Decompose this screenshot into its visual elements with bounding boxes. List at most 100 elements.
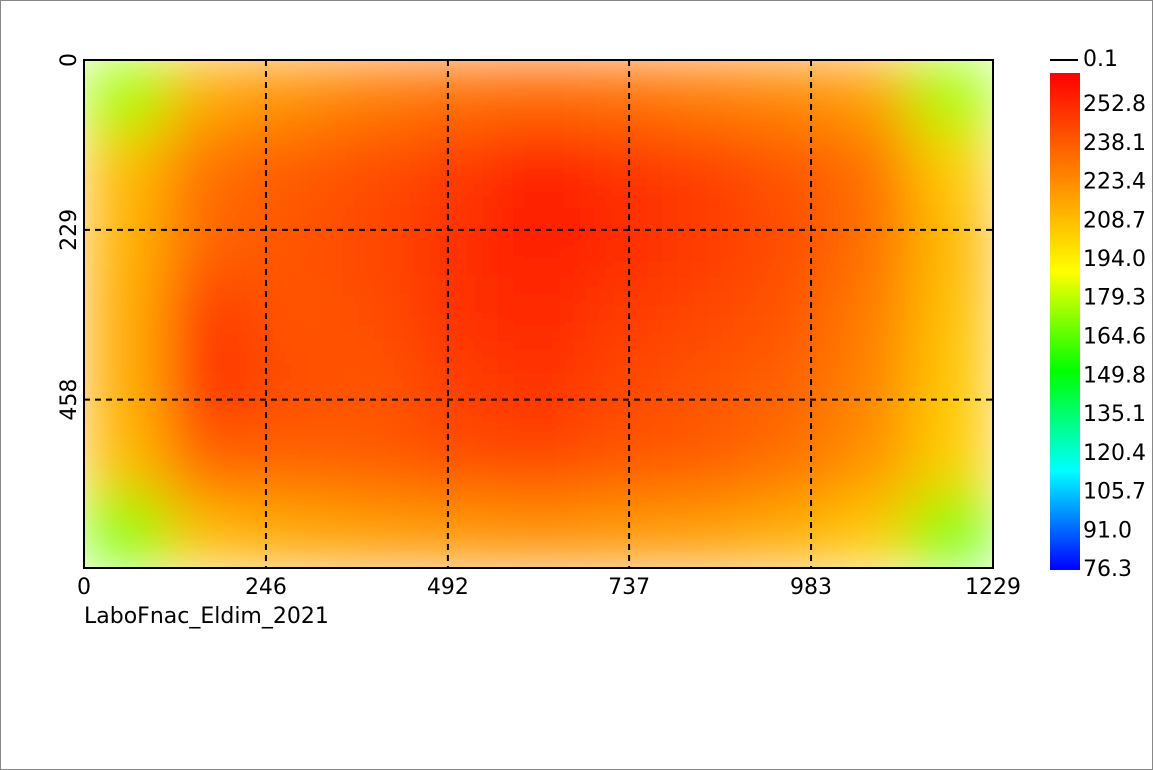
heat-cell	[910, 422, 993, 496]
heat-cell	[745, 495, 829, 568]
heat-cell	[662, 132, 746, 206]
heat-cell	[745, 132, 829, 206]
heat-cell	[331, 495, 416, 568]
colorbar-label: 238.1	[1083, 131, 1146, 156]
colorbar-label: 76.3	[1083, 557, 1132, 582]
heat-cell	[745, 60, 829, 134]
heat-cell	[166, 350, 250, 424]
heat-cell	[497, 350, 581, 424]
plot-frame	[83, 59, 994, 569]
heat-cell	[249, 60, 333, 134]
heat-cell	[414, 132, 498, 206]
heat-cell	[662, 205, 746, 279]
heat-cell	[331, 277, 416, 351]
heat-cell	[579, 422, 663, 496]
heat-cell	[827, 60, 911, 134]
x-tick-label: 1229	[965, 575, 1021, 600]
heat-cell	[910, 495, 993, 568]
heat-cell	[745, 350, 829, 424]
heat-cell	[84, 277, 168, 351]
heat-cell	[84, 422, 168, 496]
heat-cell	[414, 422, 498, 496]
heat-cell	[249, 132, 333, 206]
heat-cell	[579, 277, 663, 351]
heat-cell	[827, 132, 911, 206]
heat-cell	[249, 422, 333, 496]
heat-cell	[497, 277, 581, 351]
heat-cell	[497, 495, 581, 568]
heat-cell	[745, 422, 829, 496]
heat-cell	[910, 277, 993, 351]
heat-cell	[579, 205, 663, 279]
colorbar-label: 179.3	[1083, 286, 1146, 311]
x-tick-label: 0	[77, 575, 91, 600]
heat-cell	[414, 205, 498, 279]
colorbar	[1050, 73, 1080, 570]
heat-cell	[84, 495, 168, 568]
heat-cell	[579, 60, 663, 134]
heat-cell	[414, 60, 498, 134]
heat-cell	[910, 132, 993, 206]
heat-cell	[331, 132, 416, 206]
y-tick-label: 229	[57, 209, 82, 251]
heat-cell	[497, 422, 581, 496]
under-label: 0.1	[1083, 47, 1118, 72]
heat-cell	[662, 277, 746, 351]
heat-cell	[745, 205, 829, 279]
heat-cell	[910, 60, 993, 134]
heat-cell	[249, 495, 333, 568]
heat-cell	[166, 277, 250, 351]
heat-cell	[84, 60, 168, 134]
heat-cell	[579, 132, 663, 206]
heat-cell	[827, 277, 911, 351]
heat-cell	[249, 205, 333, 279]
y-tick-label: 458	[57, 379, 82, 421]
heat-cell	[331, 205, 416, 279]
heat-cell	[331, 60, 416, 134]
heat-cell	[166, 132, 250, 206]
heat-cell	[910, 205, 993, 279]
heat-cell	[497, 60, 581, 134]
heat-cell	[662, 422, 746, 496]
heat-cell	[827, 422, 911, 496]
heat-cell	[827, 350, 911, 424]
heat-cell	[414, 350, 498, 424]
caption: LaboFnac_Eldim_2021	[84, 604, 329, 629]
heat-cell	[662, 350, 746, 424]
heat-cell	[497, 132, 581, 206]
colorbar-label: 164.6	[1083, 324, 1146, 349]
heat-cell	[579, 495, 663, 568]
heat-cell	[414, 277, 498, 351]
heat-cell	[166, 60, 250, 134]
heat-cell	[331, 350, 416, 424]
heat-cell	[827, 205, 911, 279]
heat-cell	[662, 60, 746, 134]
heat-cell	[84, 132, 168, 206]
colorbar-label: 149.8	[1083, 363, 1146, 388]
heat-cell	[249, 277, 333, 351]
colorbar-label: 208.7	[1083, 208, 1146, 233]
colorbar-label: 91.0	[1083, 518, 1132, 543]
heat-cell	[827, 495, 911, 568]
heat-cell	[84, 205, 168, 279]
heat-cell	[497, 205, 581, 279]
heat-cell	[745, 277, 829, 351]
x-tick-label: 246	[245, 575, 287, 600]
heat-cell	[331, 422, 416, 496]
heat-cell	[166, 495, 250, 568]
heatmap-cells	[84, 60, 993, 568]
colorbar-label: 194.0	[1083, 247, 1146, 272]
heat-cell	[414, 495, 498, 568]
y-tick-label: 0	[57, 53, 82, 67]
colorbar-label: 252.8	[1083, 92, 1146, 117]
heat-cell	[910, 350, 993, 424]
heatmap	[84, 60, 993, 568]
x-tick-label: 492	[427, 575, 469, 600]
colorbar-label: 223.4	[1083, 170, 1146, 195]
colorbar-label: 105.7	[1083, 480, 1146, 505]
overlay: 0 246 492 737 983 1229 0 229 458 252.8 238.1 223.4 2…	[57, 47, 1146, 600]
x-tick-label: 737	[608, 575, 650, 600]
heat-cell	[249, 350, 333, 424]
heat-cell	[579, 350, 663, 424]
